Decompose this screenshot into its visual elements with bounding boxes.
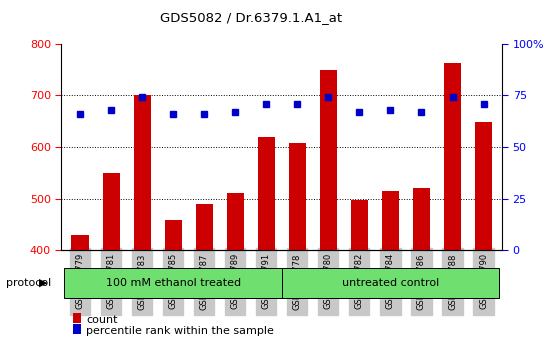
Text: 100 mM ethanol treated: 100 mM ethanol treated (105, 278, 240, 288)
Text: ▶: ▶ (39, 278, 47, 288)
Bar (165, 220, 182, 250)
Text: protocol: protocol (6, 278, 51, 288)
Bar (413, 188, 430, 250)
Bar (133, 95, 151, 250)
Bar (282, 269, 499, 298)
Text: untreated control: untreated control (342, 278, 439, 288)
Bar (258, 137, 275, 250)
Bar (382, 191, 399, 250)
Text: percentile rank within the sample: percentile rank within the sample (86, 326, 275, 336)
Bar (289, 143, 306, 250)
Text: count: count (86, 315, 118, 325)
Bar (351, 200, 368, 250)
Bar (444, 63, 461, 250)
Text: GDS5082 / Dr.6379.1.A1_at: GDS5082 / Dr.6379.1.A1_at (160, 11, 342, 24)
Bar (227, 192, 244, 250)
Bar (320, 70, 337, 250)
Bar (71, 235, 89, 250)
Bar (196, 204, 213, 250)
Bar (65, 269, 282, 298)
Bar (475, 122, 492, 250)
Bar (103, 173, 119, 250)
